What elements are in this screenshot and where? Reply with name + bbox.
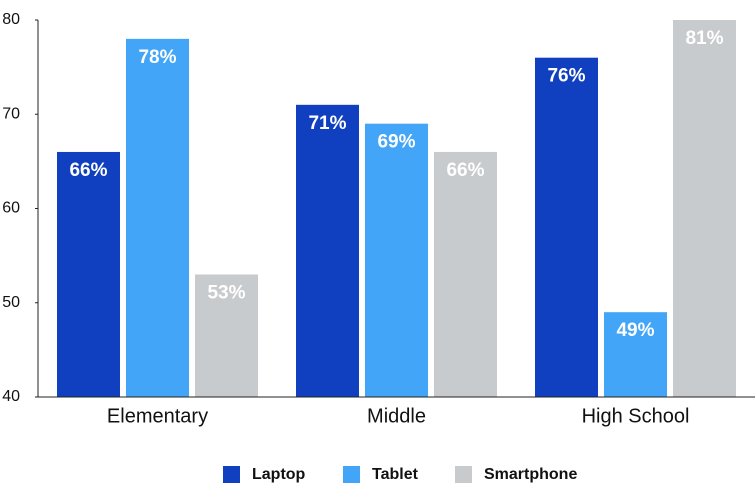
bar — [434, 151, 497, 397]
bar — [57, 151, 120, 397]
x-tick-label: Elementary — [107, 405, 208, 427]
bar — [673, 20, 736, 397]
plot-area — [57, 20, 736, 397]
y-tick-label: 40 — [2, 388, 20, 405]
bar — [296, 104, 359, 397]
bar — [604, 312, 667, 397]
legend-label: Tablet — [372, 466, 419, 483]
value-label: 78% — [138, 47, 176, 68]
x-tick-label: Middle — [367, 405, 426, 427]
y-tick-label: 70 — [2, 105, 20, 122]
legend-label: Laptop — [252, 466, 306, 483]
bar — [126, 38, 189, 397]
bar — [195, 274, 258, 397]
value-label: 66% — [446, 160, 484, 181]
value-label: 49% — [616, 320, 654, 341]
x-tick-label: High School — [582, 405, 690, 427]
value-label: 81% — [685, 28, 723, 49]
y-tick-label: 60 — [2, 200, 20, 217]
y-tick-label: 50 — [2, 294, 20, 311]
legend-swatch — [455, 466, 472, 483]
value-label: 66% — [69, 160, 107, 181]
value-label: 76% — [547, 66, 585, 87]
value-label: 71% — [308, 113, 346, 134]
legend-label: Smartphone — [484, 466, 577, 483]
bar — [365, 123, 428, 397]
value-label: 69% — [377, 132, 415, 153]
y-tick-label: 80 — [2, 11, 20, 28]
legend-swatch — [343, 466, 360, 483]
value-label: 53% — [207, 282, 245, 303]
legend-swatch — [223, 466, 240, 483]
bar — [535, 57, 598, 397]
